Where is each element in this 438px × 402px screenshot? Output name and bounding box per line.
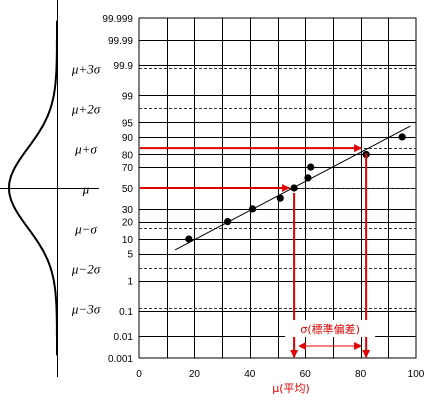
x-tick-label: 100 <box>408 369 425 380</box>
x-axis-label: μ(平均) <box>272 382 310 395</box>
data-point <box>290 184 298 192</box>
x-tick-label: 0 <box>136 369 142 380</box>
y-tick-label: 30 <box>122 205 134 216</box>
data-point <box>276 194 284 202</box>
sigma-label: μ+3σ <box>71 62 101 77</box>
x-tick-label: 60 <box>300 369 312 380</box>
y-tick-label: 70 <box>122 163 134 174</box>
y-tick-label: 10 <box>122 235 134 246</box>
y-tick-label: 99.9 <box>114 61 134 72</box>
sigma-label: μ <box>82 182 90 197</box>
x-tick-label: 40 <box>244 369 256 380</box>
data-point <box>248 205 257 213</box>
y-tick-labels: 0.001 0.01 0.1 1 5 10 20 30 50 70 80 90 95 99 99.9 99.9… <box>102 14 133 365</box>
y-tick-label: 50 <box>122 184 134 195</box>
sigma-labels: μ+3σ μ+2σ μ+σ μ μ−σ μ−2σ μ−3σ <box>71 62 101 317</box>
annotations: σ(標準偏差) <box>140 144 376 358</box>
data-point <box>224 217 232 226</box>
bell-curve <box>7 20 58 356</box>
y-tick-label: 20 <box>122 218 134 229</box>
y-tick-label: 99.999 <box>102 14 133 25</box>
y-tick-label: 5 <box>127 250 133 261</box>
x-tick-label: 80 <box>355 369 367 380</box>
data-point <box>398 133 406 141</box>
y-tick-label: 1 <box>127 277 133 288</box>
y-tick-label: 80 <box>122 150 134 161</box>
plot-grid <box>138 17 417 359</box>
data-point <box>307 163 315 171</box>
data-point <box>304 174 312 182</box>
y-tick-label: 95 <box>122 118 134 129</box>
sigma-label: μ+2σ <box>71 102 101 117</box>
sigma-label-background <box>285 320 376 337</box>
bell-curve-panel <box>0 0 99 377</box>
y-tick-label: 0.001 <box>108 354 133 365</box>
sigma-label: μ−2σ <box>71 262 101 277</box>
y-tick-label: 99 <box>122 91 134 102</box>
y-tick-label: 90 <box>122 133 134 144</box>
sigma-label: μ−3σ <box>71 302 101 317</box>
sigma-annotation-label: σ(標準偏差) <box>300 322 360 336</box>
y-tick-label: 99.99 <box>108 36 133 47</box>
x-tick-labels: 0 20 40 60 80 100 <box>136 369 425 380</box>
sigma-label: μ+σ <box>74 142 97 157</box>
y-tick-label: 0.1 <box>119 307 133 318</box>
data-point <box>185 235 193 243</box>
x-tick-label: 20 <box>189 369 201 380</box>
y-tick-label: 0.01 <box>114 332 134 343</box>
sigma-label: μ−σ <box>74 222 97 237</box>
